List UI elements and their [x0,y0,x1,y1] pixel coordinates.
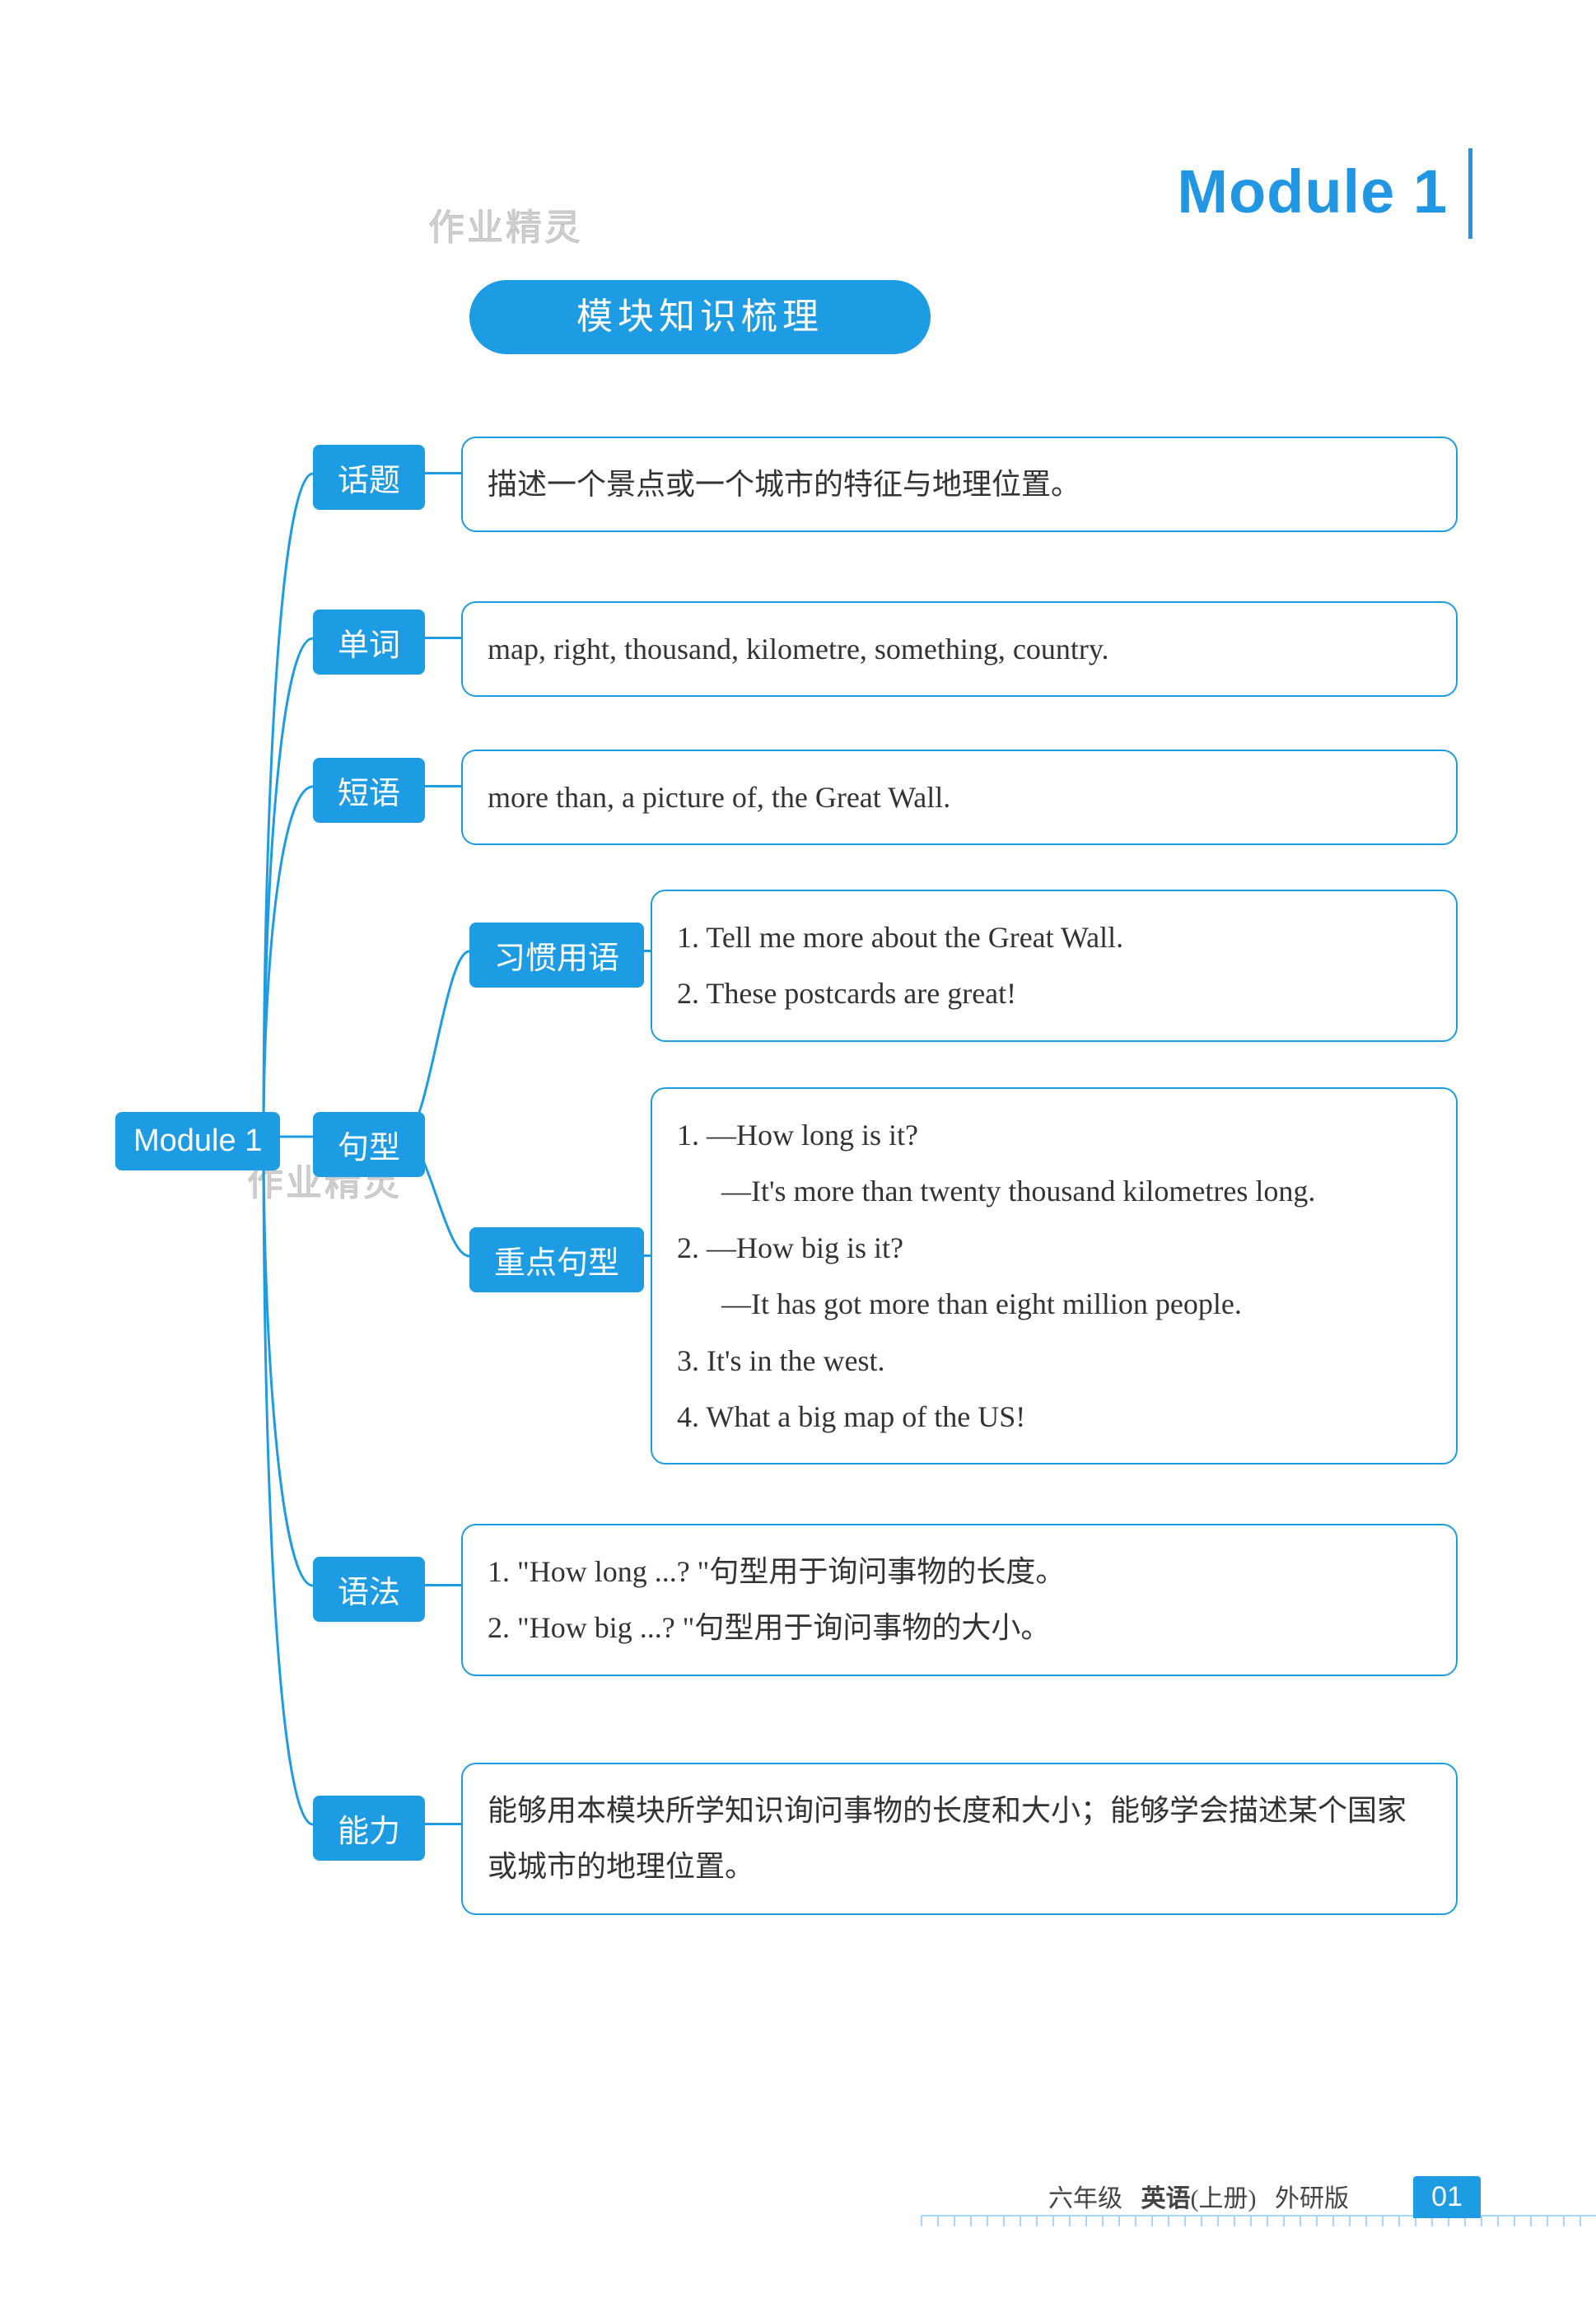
connector-line [408,1823,461,1825]
footer-edition: 外研版 [1275,2185,1349,2212]
node-topic: 话题 [313,445,425,510]
footer-text: 六年级 英语(上册) 外研版 [1048,2178,1349,2214]
content-line: 2. These postcards are great! [677,965,1431,1021]
footer-volume: (上册) [1191,2185,1257,2212]
content-line: 3. It's in the west. [677,1333,1431,1389]
content-phrases: more than, a picture of, the Great Wall. [461,750,1458,845]
content-line: 描述一个景点或一个城市的特征与地理位置。 [488,456,1431,512]
mindmap-diagram: Module 1 话题 描述一个景点或一个城市的特征与地理位置。 单词 map,… [115,395,1474,2043]
watermark: 作业精灵 [428,198,583,250]
title-side-bar [1468,148,1472,239]
node-phrases: 短语 [313,758,425,823]
content-line: 1. Tell me more about the Great Wall. [677,909,1431,965]
connector-line [408,1584,461,1586]
content-idioms: 1. Tell me more about the Great Wall. 2.… [651,890,1458,1042]
footer-subject: 英语 [1141,2185,1191,2212]
connector-line [408,472,461,474]
content-line: —It has got more than eight million peop… [677,1276,1431,1332]
content-line: 2. "How big ...? "句型用于询问事物的大小。 [488,1600,1431,1656]
module-title: Module 1 [1177,156,1448,227]
node-grammar: 语法 [313,1557,425,1622]
content-line: —It's more than twenty thousand kilometr… [677,1163,1431,1219]
page-footer: 六年级 英语(上册) 外研版 01 [0,2177,1596,2226]
content-key-patterns: 1. —How long is it? —It's more than twen… [651,1087,1458,1464]
content-line: 2. —How big is it? [677,1220,1431,1276]
content-line: 能够用本模块所学知识询问事物的长度和大小；能够学会描述某个国家或城市的地理位置。 [488,1782,1431,1895]
content-topic: 描述一个景点或一个城市的特征与地理位置。 [461,437,1458,532]
content-line: map, right, thousand, kilometre, somethi… [488,621,1431,677]
content-line: 1. —How long is it? [677,1107,1431,1163]
connector-line [408,785,461,787]
footer-ruler-decoration [921,2215,1596,2226]
connector-line [408,637,461,639]
content-ability: 能够用本模块所学知识询问事物的长度和大小；能够学会描述某个国家或城市的地理位置。 [461,1763,1458,1915]
node-key-patterns: 重点句型 [469,1227,644,1292]
node-idioms: 习惯用语 [469,923,644,988]
section-banner: 模块知识梳理 [469,280,931,354]
content-line: 4. What a big map of the US! [677,1389,1431,1445]
connector-line [626,1254,651,1257]
footer-grade: 六年级 [1048,2185,1122,2212]
page-root: 作业精灵 作业精灵 Module 1 模块知识梳理 Module 1 话题 [0,0,1596,2317]
node-sentence-patterns: 句型 [313,1112,425,1177]
content-line: 1. "How long ...? "句型用于询问事物的长度。 [488,1544,1431,1600]
content-grammar: 1. "How long ...? "句型用于询问事物的长度。 2. "How … [461,1524,1458,1676]
node-ability: 能力 [313,1796,425,1861]
root-node: Module 1 [115,1112,280,1170]
content-words: map, right, thousand, kilometre, somethi… [461,601,1458,697]
node-words: 单词 [313,610,425,675]
content-line: more than, a picture of, the Great Wall. [488,769,1431,825]
connector-line [626,950,651,952]
page-number: 01 [1413,2176,1481,2218]
